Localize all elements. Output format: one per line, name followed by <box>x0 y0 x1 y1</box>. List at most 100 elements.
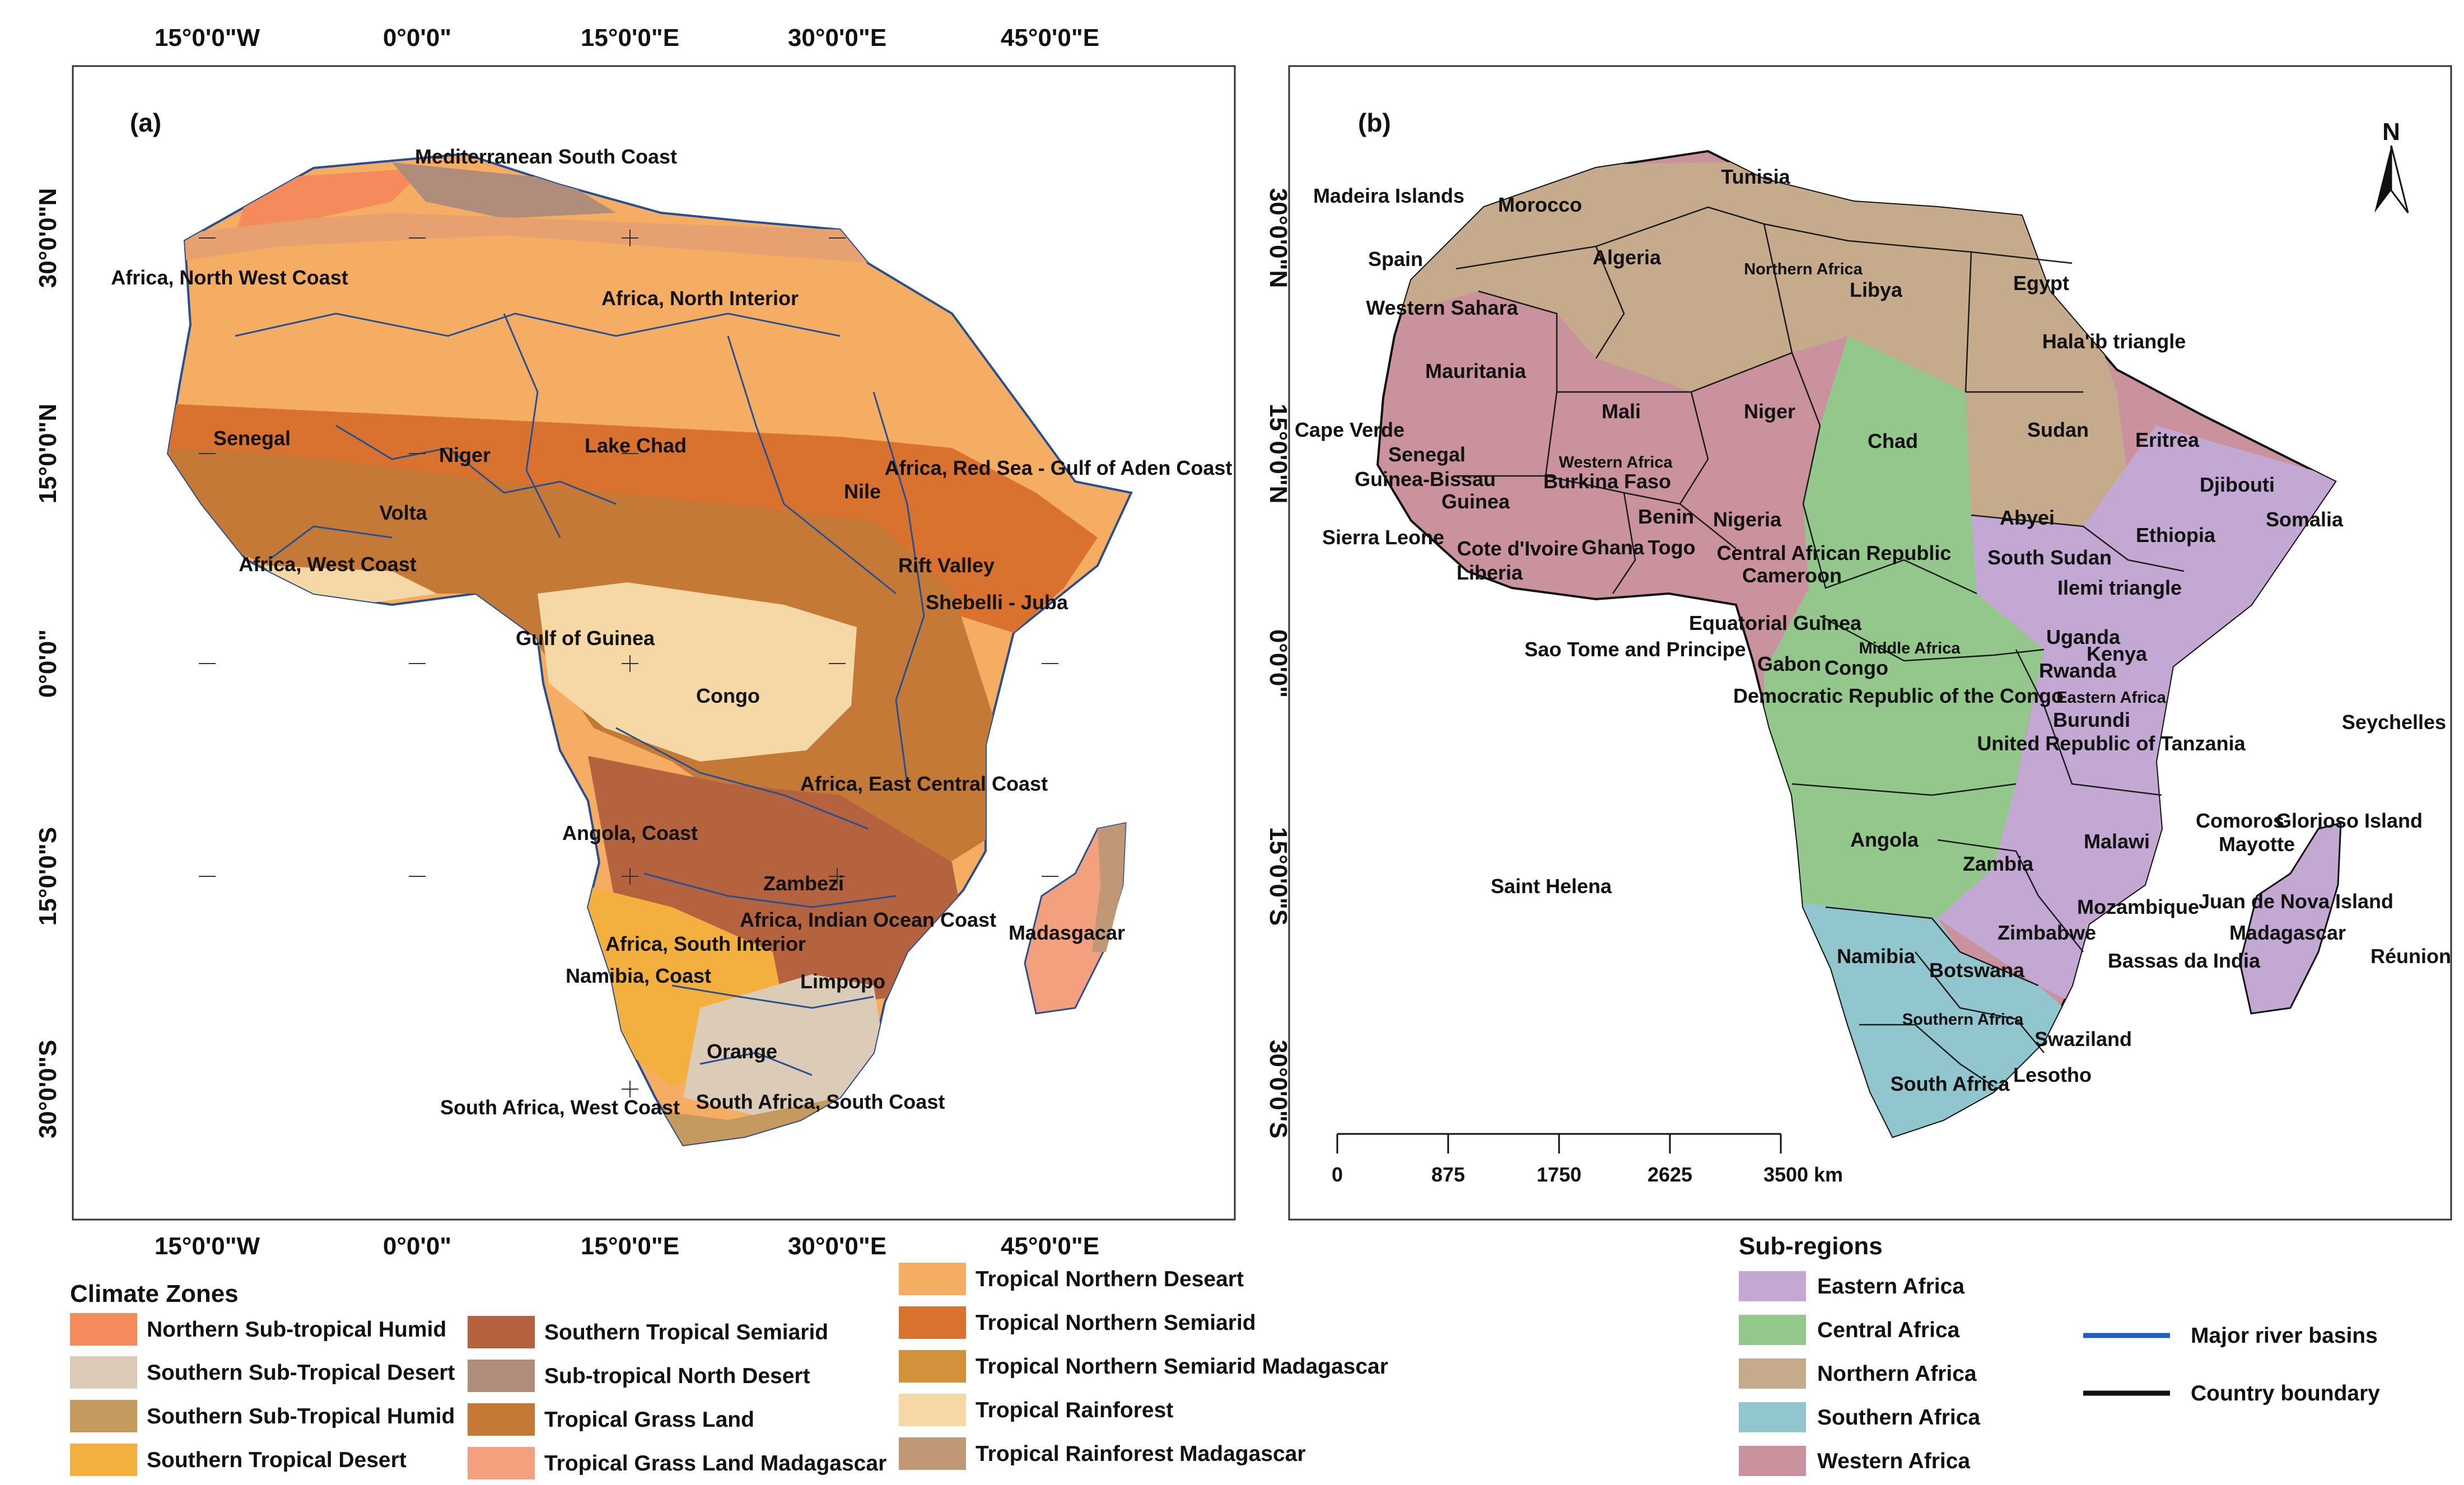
country-label: Sao Tome and Principe <box>1524 638 1746 661</box>
zone-label: Africa, Red Sea - Gulf of Aden Coast <box>885 456 1233 479</box>
country-label: Equatorial Guinea <box>1689 611 1862 634</box>
country-label: Western Africa <box>1558 454 1673 471</box>
legend-swatch <box>1739 1446 1806 1476</box>
lon-tick-bottom-5: 45°0'0"E <box>1001 1232 1099 1260</box>
country-label: Liberia <box>1457 561 1523 584</box>
legend-swatch <box>468 1360 535 1392</box>
country-label: Burundi <box>2053 708 2130 731</box>
country-label: Uganda <box>2046 625 2121 648</box>
country-label: Niger <box>1744 400 1795 423</box>
lat-tick-b-4: 15°0'0"S <box>1264 827 1292 926</box>
zone-label: Lake Chad <box>585 434 687 457</box>
legend-swatch <box>468 1403 535 1436</box>
country-label: Ethiopia <box>2136 524 2216 547</box>
subregions <box>1378 157 2335 1137</box>
zone-label: Africa, North West Coast <box>111 266 348 289</box>
country-label: Spain <box>1368 248 1423 270</box>
zone-label: Gulf of Guinea <box>516 627 655 650</box>
zone-tropical-rainforest-congo <box>538 582 857 762</box>
lat-tick-left-1: 30°0'0"N <box>34 188 62 288</box>
lon-tick-bottom-3: 15°0'0"E <box>581 1232 679 1260</box>
country-label: Ilemi triangle <box>2057 576 2182 599</box>
zone-label: Limpopo <box>800 970 885 993</box>
lat-tick-left-5: 30°0'0"S <box>34 1040 62 1138</box>
north-arrow-label: N <box>2382 118 2400 146</box>
madagascar-b <box>2239 822 2342 1015</box>
scale-tick-label: 875 <box>1431 1163 1465 1186</box>
legend-swatch <box>1739 1271 1806 1301</box>
country-label: Burkina Faso <box>1543 470 1671 493</box>
country-label: Lesotho <box>2013 1063 2092 1086</box>
country-label: Malawi <box>2084 830 2150 853</box>
legend-item-label: Tropical Northern Deseart <box>976 1267 1244 1291</box>
zone-label: Zambezi <box>763 872 844 895</box>
country-label: Abyei <box>2000 506 2055 529</box>
zone-label: Nile <box>844 480 881 503</box>
zone-label: Niger <box>439 443 491 466</box>
country-label: Morocco <box>1498 193 1582 216</box>
country-label: Western Sahara <box>1366 296 1518 319</box>
country-boundaries <box>1455 206 2185 1087</box>
country-label: Egypt <box>2013 272 2069 295</box>
subregion-legend-title: Sub-regions <box>1739 1232 1883 1260</box>
region-central-africa <box>1764 336 2044 924</box>
legend-item-label: Tropical Rainforest <box>976 1398 1173 1422</box>
scale-bar: 0 875 1750 2625 3500 km <box>1332 1133 1843 1186</box>
zone-label: Senegal <box>213 427 291 450</box>
zone-label: Namibia, Coast <box>566 964 711 987</box>
lon-tick-top-5: 45°0'0"E <box>1001 24 1099 52</box>
lat-tick-b-2: 15°0'0"N <box>1264 404 1292 504</box>
legend-swatch <box>899 1306 966 1339</box>
country-label: Mayotte <box>2219 833 2295 856</box>
lon-tick-top-1: 15°0'0"W <box>155 24 260 52</box>
country-label: Central African Republic <box>1717 541 1952 564</box>
country-labels: Madeira Islands Morocco Tunisia Algeria … <box>1295 165 2451 1095</box>
country-label: Congo <box>1824 656 1888 679</box>
lat-tick-b-1: 30°0'0"N <box>1264 188 1292 288</box>
country-label: Democratic Republic of the Congo <box>1733 684 2064 707</box>
country-label: Réunion <box>2370 945 2451 968</box>
line-legend: Major river basins Country boundary <box>2083 1324 2380 1405</box>
legend-swatch <box>899 1437 966 1470</box>
country-label: Sierra Leone <box>1322 526 1444 549</box>
zone-label: Congo <box>696 684 760 707</box>
country-label: Middle Africa <box>1859 639 1961 657</box>
country-label: Chad <box>1868 429 1918 452</box>
zone-label: Mediterranean South Coast <box>415 145 677 168</box>
north-arrow-icon: N <box>2374 118 2409 213</box>
country-label: Comoros <box>2196 809 2284 832</box>
zone-subtropical-north-desert <box>392 162 616 218</box>
country-label: Libya <box>1850 278 1903 301</box>
country-label: Madagascar <box>2229 921 2346 944</box>
subregions-legend: Sub-regions Eastern Africa Central Afric… <box>1739 1232 1980 1476</box>
legend-item-label: Major river basins <box>2191 1324 2378 1348</box>
country-label: Nigeria <box>1713 508 1782 531</box>
legend-swatch <box>899 1263 966 1295</box>
country-label: Sudan <box>2027 418 2089 441</box>
country-label: Ghana <box>1581 536 1645 559</box>
zone-label: Africa, East Central Coast <box>800 772 1048 795</box>
zone-label: Africa, North Interior <box>601 287 799 310</box>
scale-tick-label: 0 <box>1332 1163 1343 1186</box>
zone-label: South Africa, South Coast <box>696 1090 945 1113</box>
lat-tick-b-3: 0°0'0" <box>1264 629 1292 698</box>
country-label: Swaziland <box>2034 1028 2132 1050</box>
panel-b-label: (b) <box>1358 108 1391 137</box>
country-label: Cameroon <box>1742 564 1842 587</box>
legend-item-label: Southern Africa <box>1817 1405 1980 1430</box>
climate-legend-title: Climate Zones <box>70 1280 239 1307</box>
country-label: Saint Helena <box>1491 875 1612 898</box>
lon-tick-top-4: 30°0'0"E <box>788 24 886 52</box>
legend-swatch <box>1739 1402 1806 1432</box>
country-label: Kenya <box>2087 642 2148 665</box>
legend-item-label: Northern Sub-tropical Humid <box>147 1318 446 1342</box>
lat-tick-left-2: 15°0'0"N <box>34 404 62 504</box>
legend-item-label: Northern Africa <box>1817 1362 1977 1386</box>
legend-item-label: Tropical Northern Semiarid Madagascar <box>976 1355 1388 1379</box>
legend-item-label: Country boundary <box>2191 1381 2380 1405</box>
country-label: South Sudan <box>1987 546 2112 569</box>
country-label: Mauritania <box>1425 359 1527 382</box>
legend-item-label: Southern Tropical Desert <box>147 1448 407 1472</box>
country-label: Djibouti <box>2200 473 2275 496</box>
